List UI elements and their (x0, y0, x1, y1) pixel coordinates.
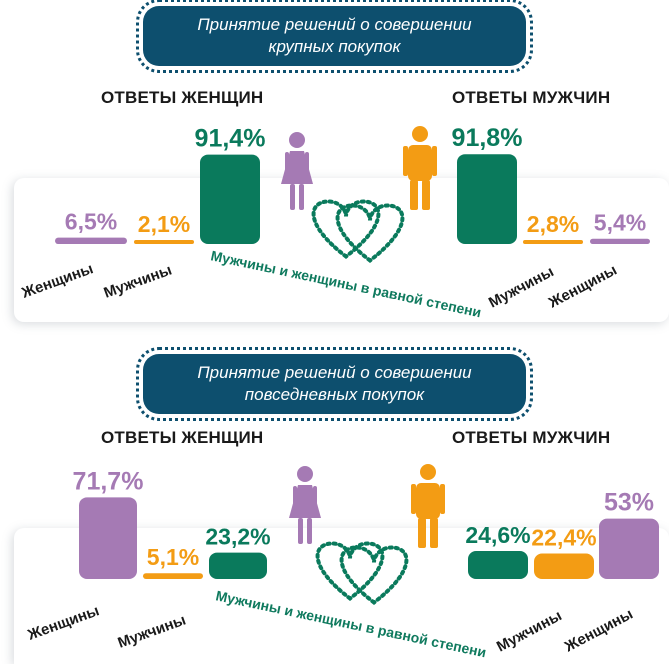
bar (590, 238, 650, 244)
chart-title-daily-purchases: Принятие решений о совершении повседневн… (136, 347, 533, 421)
man-leg (418, 518, 426, 548)
woman-head (297, 466, 313, 482)
men-answers-heading: ОТВЕТЫ МУЖЧИН (452, 428, 611, 447)
woman-leg (290, 184, 295, 210)
heart-shape (311, 199, 381, 260)
woman-arm (305, 152, 309, 176)
man-torso (416, 483, 440, 519)
bar (523, 240, 583, 244)
data-label: 6,5% (65, 209, 117, 235)
man-leg (410, 180, 418, 210)
man-icon (411, 464, 445, 548)
data-label: 24,6% (465, 522, 530, 548)
woman-arm (293, 486, 297, 510)
bar (599, 518, 659, 579)
category-label-men: Мужчины (486, 263, 557, 311)
chart-title-line1: Принятие решений о совершении (197, 363, 472, 382)
man-arm (440, 484, 445, 514)
chart-panel-large-purchases (14, 178, 669, 322)
bar (457, 154, 517, 244)
dotted-hearts-icon (311, 199, 405, 264)
woman-leg (298, 518, 303, 544)
man-head (420, 464, 436, 480)
bar (55, 237, 127, 244)
category-label-men: Мужчины (116, 611, 189, 651)
chart-title-line1: Принятие решений о совершении (197, 15, 472, 34)
women-answers-heading: ОТВЕТЫ ЖЕНЩИН (101, 428, 264, 447)
dotted-hearts-icon (315, 541, 409, 606)
chart-title-line2: крупных покупок (268, 37, 401, 56)
chart-title-line2: повседневных покупок (244, 385, 425, 404)
data-label: 5,4% (594, 210, 646, 236)
men-answers-heading: ОТВЕТЫ МУЖЧИН (452, 88, 611, 107)
woman-icon (289, 466, 321, 544)
data-label: 53% (604, 489, 654, 517)
bar (143, 573, 203, 579)
man-arm (403, 146, 408, 176)
category-label-women: Женщины (561, 605, 636, 656)
man-head (412, 126, 428, 142)
chart-title-large-purchases: Принятие решений о совершении крупных по… (136, 0, 533, 73)
man-arm (411, 484, 416, 514)
data-label: 91,8% (452, 124, 523, 152)
bar (209, 552, 267, 579)
bar (468, 550, 528, 579)
data-label: 2,8% (527, 211, 579, 237)
category-label-women: Женщины (25, 602, 102, 644)
category-label-women: Женщины (545, 261, 620, 312)
data-label: 2,1% (138, 211, 190, 237)
women-answers-heading: ОТВЕТЫ ЖЕНЩИН (101, 88, 264, 107)
heart-shape (335, 203, 405, 264)
woman-leg (299, 184, 304, 210)
man-arm (432, 146, 437, 176)
data-label: 23,2% (205, 524, 270, 550)
woman-leg (307, 518, 312, 544)
bar (134, 240, 194, 244)
data-label: 5,1% (147, 544, 199, 570)
man-leg (422, 180, 430, 210)
man-leg (430, 518, 438, 548)
bar (79, 497, 137, 579)
category-label-men: Мужчины (494, 607, 565, 655)
bar (534, 553, 594, 579)
bar (200, 154, 260, 244)
heart-shape (315, 541, 385, 602)
data-label: 22,4% (531, 524, 596, 550)
man-torso (408, 145, 432, 181)
heart-shape (339, 545, 409, 606)
data-label: 71,7% (73, 467, 144, 495)
man-icon (403, 126, 437, 210)
woman-arm (313, 486, 317, 510)
woman-head (289, 132, 305, 148)
category-label-men: Мужчины (102, 261, 175, 301)
data-label: 91,4% (195, 125, 266, 153)
woman-arm (285, 152, 289, 176)
woman-icon (281, 132, 313, 210)
category-label-women: Женщины (19, 260, 96, 302)
